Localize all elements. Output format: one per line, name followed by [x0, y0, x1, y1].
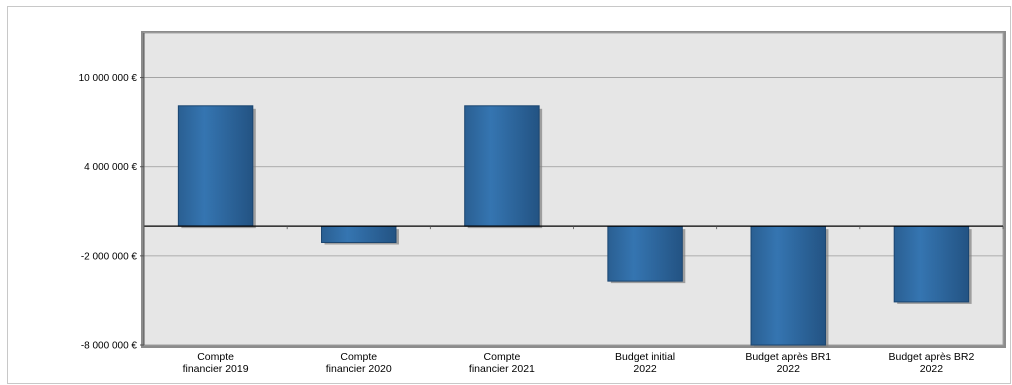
- bars: [177, 105, 972, 347]
- y-tick-label: -8 000 000 €: [81, 341, 138, 352]
- bar: [750, 225, 826, 346]
- x-tick-label: Budget après BR1 2022: [745, 351, 831, 375]
- bar-2: [321, 225, 399, 245]
- bar-6: [893, 225, 972, 304]
- bar-4: [607, 225, 686, 284]
- y-axis: 10 000 000 € 4 000 000 € -2 000 000 € -8 00…: [79, 33, 145, 352]
- y-tick-label: 4 000 000 €: [84, 162, 137, 173]
- y-tick-label: -2 000 000 €: [81, 251, 138, 262]
- bar: [464, 105, 540, 227]
- bar-1: [177, 105, 256, 229]
- chart-frame: 10 000 000 € 4 000 000 € -2 000 000 € -8 00…: [7, 6, 1011, 384]
- x-tick-label: Budget après BR2 2022: [889, 351, 975, 375]
- x-tick-label: Compte financier 2021: [469, 351, 535, 375]
- plot-background: [143, 32, 1004, 346]
- bar: [177, 105, 254, 227]
- bar: [607, 225, 683, 282]
- bar: [321, 225, 397, 243]
- bar-5: [750, 225, 829, 347]
- plot-area: [141, 31, 1006, 348]
- bar-chart: 10 000 000 € 4 000 000 € -2 000 000 € -8 00…: [79, 31, 1006, 375]
- y-tick-label: 10 000 000 €: [79, 73, 138, 84]
- bar-3: [464, 105, 543, 229]
- bar: [893, 225, 970, 303]
- x-tick-label: Budget initial 2022: [615, 351, 675, 375]
- x-tick-label: Compte financier 2019: [183, 351, 249, 375]
- x-axis: Compte financier 2019 Compte financier 2020…: [183, 351, 975, 375]
- gridlines: [144, 77, 1003, 346]
- x-tick-label: Compte financier 2020: [326, 351, 392, 375]
